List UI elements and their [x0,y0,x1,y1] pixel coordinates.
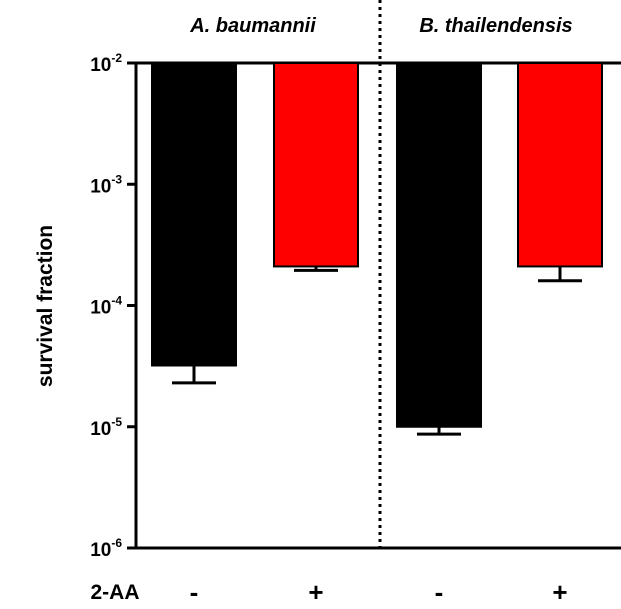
y-tick-label: 10-2 [90,51,122,76]
group-title: A. baumannii [189,15,316,37]
y-tick-base: 10 [90,540,111,561]
bar [396,62,482,428]
y-tick-label: 10-3 [90,172,122,197]
x-category-label: + [552,577,567,607]
y-tick-base: 10 [90,298,111,319]
y-tick-exponent: -2 [111,51,122,65]
bars [151,62,603,428]
group-titles: A. baumannii B. thailendensis [189,15,572,37]
y-tick-exponent: -6 [111,536,122,550]
x-row-label: 2-AA [90,581,139,604]
bar [151,62,237,367]
y-tick-base: 10 [90,176,111,197]
y-tick-exponent: -3 [111,172,122,186]
y-tick-base: 10 [90,419,111,440]
x-category-label: - [435,577,444,607]
y-tick-exponent: -4 [111,294,122,308]
bar [273,62,359,268]
bar [517,62,603,268]
y-tick-exponent: -5 [111,415,122,429]
error-bars [172,266,582,436]
y-axis-title: survival fraction [34,225,57,387]
x-category-label: - [190,577,199,607]
y-ticks: 10-210-310-410-510-6 [90,51,136,561]
y-tick-label: 10-6 [90,536,122,561]
x-category-label: + [308,577,323,607]
x-category-labels: - + - + [190,577,568,607]
y-tick-base: 10 [90,55,111,76]
y-tick-label: 10-4 [90,294,122,319]
y-tick-label: 10-5 [90,415,122,440]
group-title: B. thailendensis [419,15,572,37]
